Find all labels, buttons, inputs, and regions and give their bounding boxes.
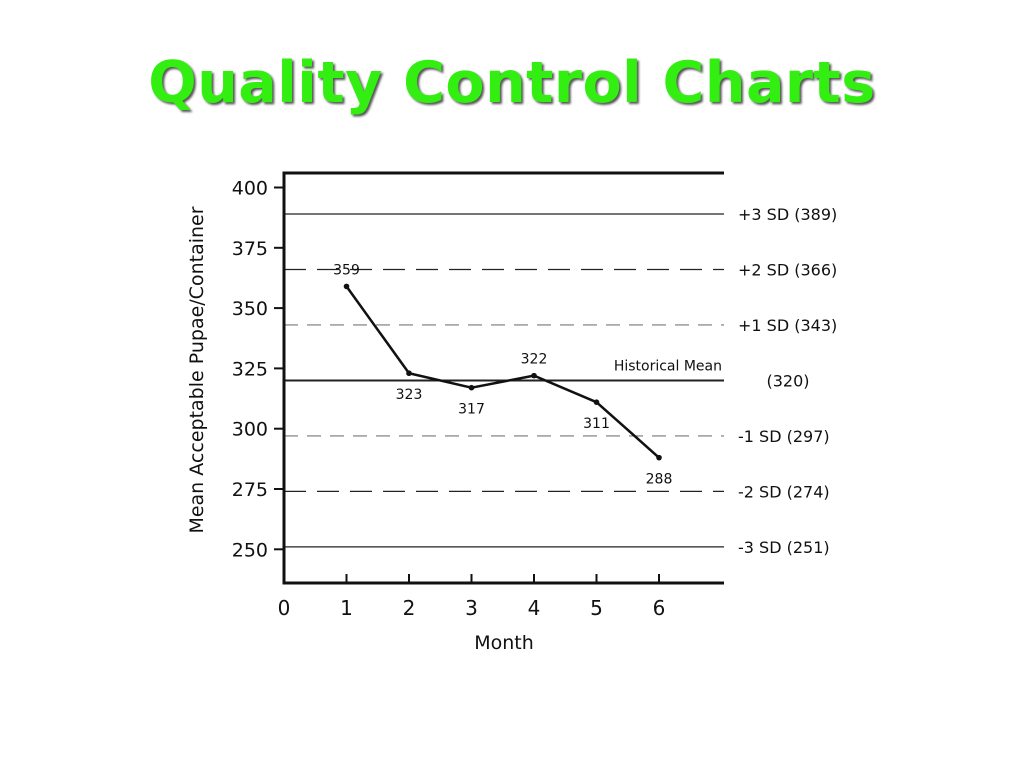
data-point <box>593 399 600 405</box>
control-line-label: +3 SD (389) <box>738 205 837 224</box>
y-tick-label: 350 <box>232 298 268 320</box>
data-point <box>468 384 475 391</box>
x-tick-label: 3 <box>465 596 478 620</box>
y-tick-label: 325 <box>232 358 268 380</box>
y-tick-label: 275 <box>232 479 268 501</box>
control-line-label: +2 SD (366) <box>738 261 837 280</box>
x-tick-label: 4 <box>528 596 541 620</box>
data-label: 359 <box>333 262 360 278</box>
data-label: 322 <box>521 352 548 368</box>
data-point <box>406 370 412 377</box>
series-line <box>345 285 660 459</box>
y-tick-label: 250 <box>232 539 268 561</box>
data-point <box>343 283 350 290</box>
chart-labels: +3 SD (389) +2 SD (366) +1 SD (343) (320) Hi… <box>186 205 837 654</box>
data-label: 317 <box>458 402 485 418</box>
x-tick-label: 2 <box>403 596 416 620</box>
chart-axes <box>282 171 724 585</box>
data-point <box>656 454 662 461</box>
control-line-label: +1 SD (343) <box>738 316 837 335</box>
axis-ticks: 250 275 300 325 350 375 400 0 1 2 3 4 5 6 <box>232 178 666 621</box>
control-line-label: -2 SD (274) <box>738 482 830 501</box>
x-tick-label: 0 <box>278 596 291 620</box>
y-axis-label: Mean Acceptable Pupae/Container <box>186 206 208 533</box>
control-line-label: -3 SD (251) <box>738 538 830 557</box>
data-series <box>343 283 662 461</box>
x-tick-label: 5 <box>590 596 603 620</box>
x-tick-label: 1 <box>340 596 353 620</box>
slide-title: Quality Control Charts <box>148 50 876 116</box>
historical-mean-caption: Historical Mean <box>614 358 722 374</box>
x-axis-label: Month <box>474 632 534 654</box>
control-line-label: -1 SD (297) <box>738 427 830 446</box>
x-tick-label: 6 <box>653 596 666 620</box>
data-point <box>531 372 537 379</box>
data-label: 323 <box>396 387 423 403</box>
control-line-label: (320) <box>766 371 809 390</box>
y-tick-label: 400 <box>232 178 268 200</box>
data-label: 288 <box>646 472 673 488</box>
data-label: 311 <box>583 416 610 432</box>
y-tick-label: 375 <box>232 238 268 260</box>
y-tick-label: 300 <box>232 419 268 441</box>
